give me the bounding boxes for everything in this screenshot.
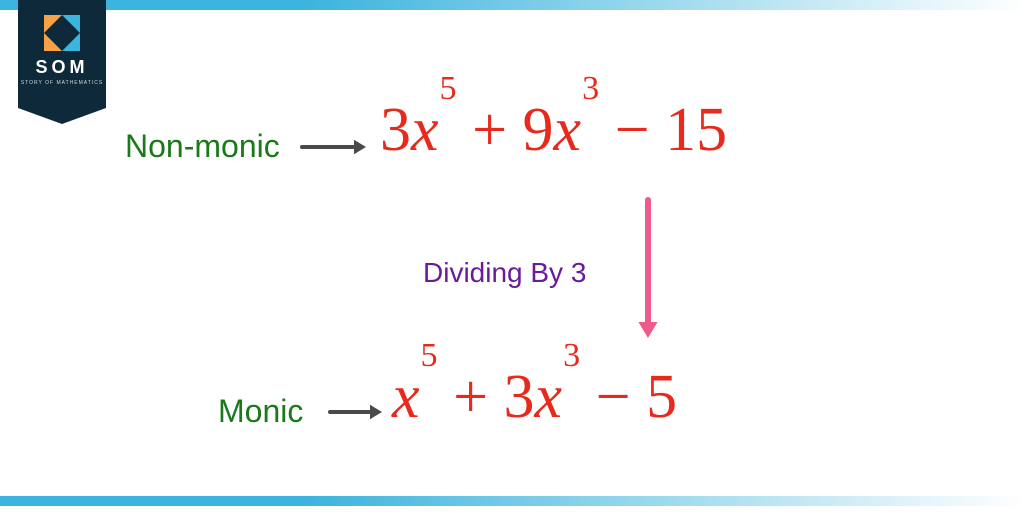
logo-icon [44,15,80,51]
logo-text: SOM [35,57,88,78]
logo-badge: SOM STORY OF MATHEMATICS [18,0,106,108]
label-dividing-by: Dividing By 3 [423,257,586,289]
bottom-border [0,496,1024,506]
arrows-layer [0,0,1024,512]
logo-subtext: STORY OF MATHEMATICS [21,80,103,86]
polynomial-monic: x5 + 3x3 − 5 [392,362,677,433]
top-border [0,0,1024,10]
label-monic: Monic [218,393,303,430]
label-non-monic: Non-monic [125,128,280,165]
polynomial-non-monic: 3x5 + 9x3 − 15 [380,95,727,166]
